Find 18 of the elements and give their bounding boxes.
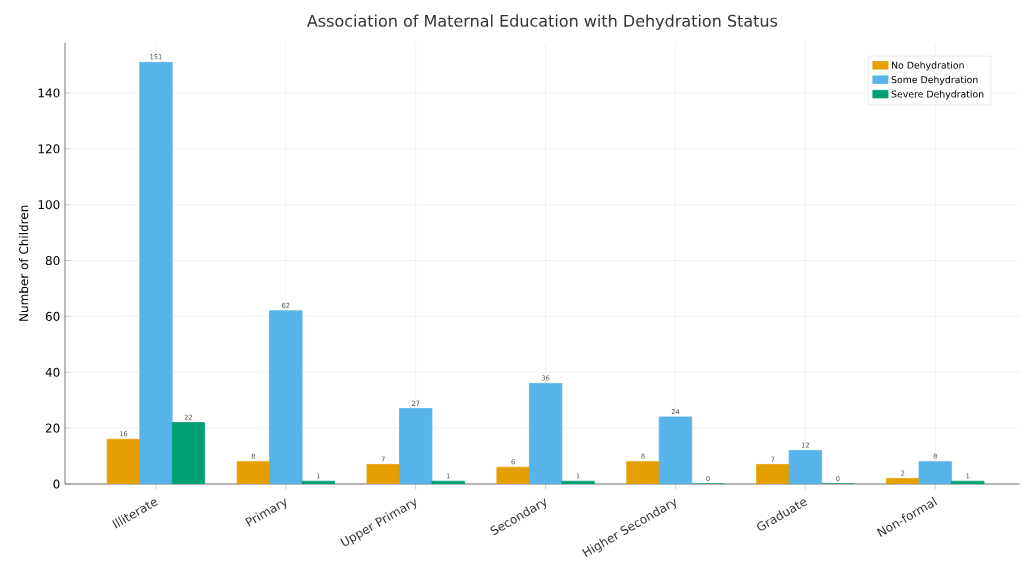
bar: [431, 480, 465, 484]
y-tick-label: 60: [45, 311, 60, 321]
legend-label: Severe Dehydration: [891, 90, 984, 100]
y-tick-label: 0: [53, 479, 60, 489]
bar: [171, 422, 206, 484]
y-axis-title: Number of Children: [18, 205, 29, 321]
legend-label: Some Dehydration: [891, 75, 978, 85]
bar: [951, 480, 985, 484]
y-tick-label: 40: [45, 367, 60, 377]
legend-label: No Dehydration: [892, 61, 964, 71]
y-tick-label: 120: [38, 144, 60, 154]
bar: [561, 480, 595, 484]
y-tick-label: 140: [38, 88, 60, 98]
chart-title: Association of Maternal Education with Dehydration Status: [306, 14, 778, 30]
bar: [301, 480, 335, 484]
y-tick-label: 20: [45, 423, 60, 433]
y-tick-label: 80: [45, 256, 60, 266]
y-tick-label: 100: [38, 200, 60, 210]
